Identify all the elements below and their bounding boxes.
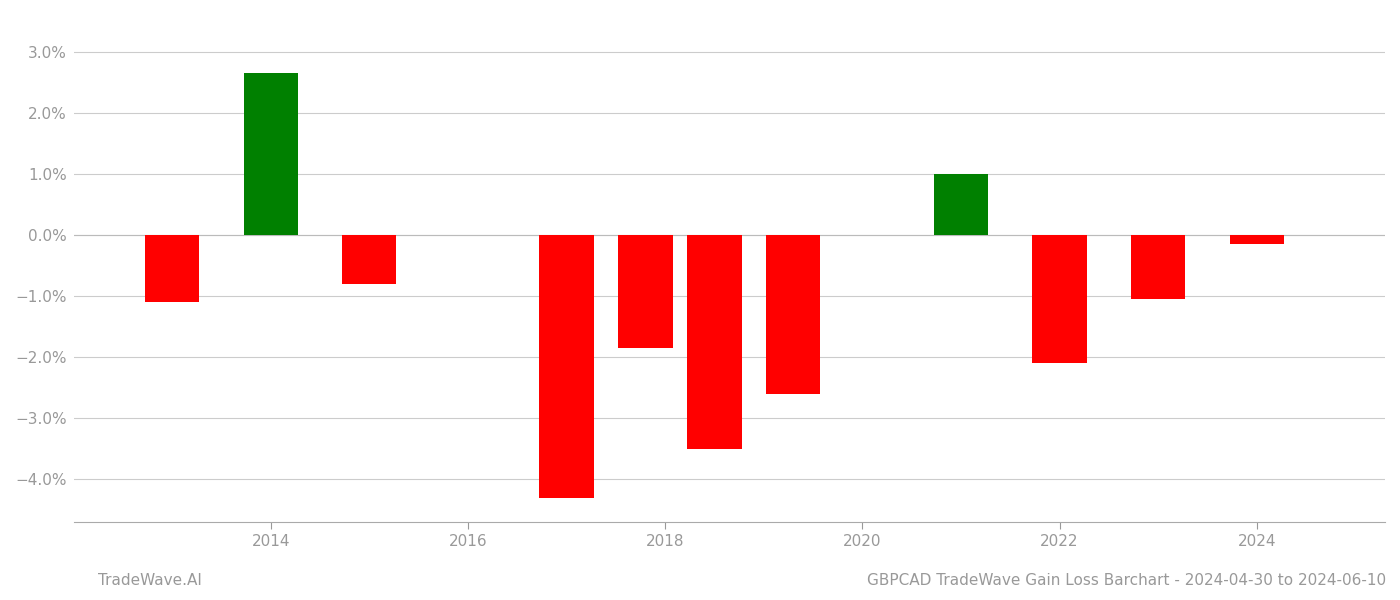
Bar [146,235,199,302]
Bar [687,235,742,449]
Bar [1032,235,1086,363]
Bar [766,235,820,394]
Bar [1229,235,1284,244]
Bar [244,73,298,235]
Bar [539,235,594,498]
Text: TradeWave.AI: TradeWave.AI [98,573,202,588]
Bar [342,235,396,284]
Text: GBPCAD TradeWave Gain Loss Barchart - 2024-04-30 to 2024-06-10: GBPCAD TradeWave Gain Loss Barchart - 20… [867,573,1386,588]
Bar [619,235,672,348]
Bar [1131,235,1186,299]
Bar [934,174,988,235]
